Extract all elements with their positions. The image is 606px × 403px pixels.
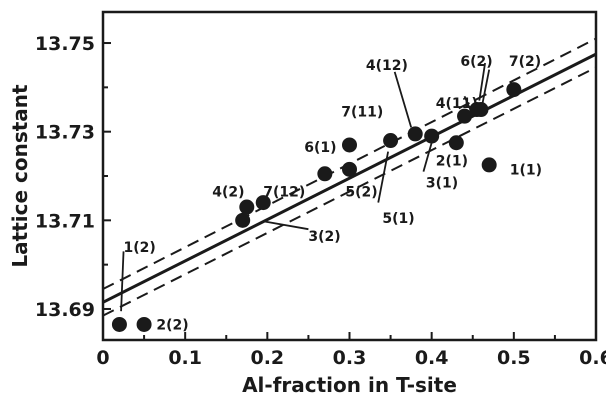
point-label: 4(12) [366,58,408,74]
leader-line [481,69,491,104]
x-tick-label: 0.6 [579,347,606,369]
data-point [136,316,152,332]
point-label: 4(11) [436,96,478,112]
data-point [448,135,464,151]
point-label: 7(2) [509,54,541,70]
point-label: 6(1) [304,140,336,156]
point-label: 3(1) [426,176,458,192]
point-labels: 1(2) 2(2) 4(2) 7(12) 3(2) 6(1) 7(11) 5(2) 5(1) 4(… [124,54,542,334]
y-tick-label: 13.75 [35,33,95,55]
point-label: 5(1) [382,211,414,227]
y-tick-label: 13.69 [35,299,95,321]
leader-line [422,142,433,172]
point-label: 7(11) [341,105,383,121]
point-label: 2(2) [156,317,188,333]
y-axis-label: Lattice constant [8,84,32,268]
data-point [407,126,423,142]
x-tick-label: 0.3 [333,347,367,369]
x-tick-label: 0.4 [415,347,449,369]
leader-line [120,251,125,312]
x-tick-label: 0 [96,347,109,369]
confidence-line-lower [102,66,597,317]
point-label: 4(2) [212,185,244,201]
point-label: 6(2) [460,54,492,70]
leader-line [377,151,390,203]
point-label: 5(2) [345,185,377,201]
data-point [383,133,399,149]
leader-line [393,71,412,128]
label-leader-lines [120,62,491,312]
point-label: 2(1) [436,153,468,169]
x-tick-label: 0.2 [250,347,284,369]
data-point [457,108,473,124]
y-axis-ticks: 13.69 13.71 13.73 13.75 [35,33,111,321]
leader-line [463,95,472,110]
point-label: 7(12) [263,185,305,201]
data-point [481,157,497,173]
y-tick-label: 13.73 [35,122,95,144]
point-label: 1(2) [124,240,156,256]
x-tick-label: 0.1 [168,347,202,369]
data-point [473,102,489,118]
x-tick-label: 0.5 [497,347,531,369]
x-axis-label: Al-fraction in T-site [242,373,457,397]
data-point [342,137,357,153]
y-tick-label: 13.71 [35,210,95,232]
data-point [239,199,255,215]
data-points [111,82,522,332]
data-point [317,166,333,182]
point-label: 1(1) [510,162,542,178]
data-point [255,195,271,211]
leader-line [263,220,309,231]
data-point [235,212,251,228]
data-point [424,128,440,144]
x-axis-ticks: 0 0.1 0.2 0.3 0.4 0.5 0.6 [96,332,606,369]
data-point [506,82,522,98]
leader-line [478,62,486,101]
data-point [342,161,357,177]
point-label: 3(2) [308,229,340,245]
data-point [111,316,127,332]
